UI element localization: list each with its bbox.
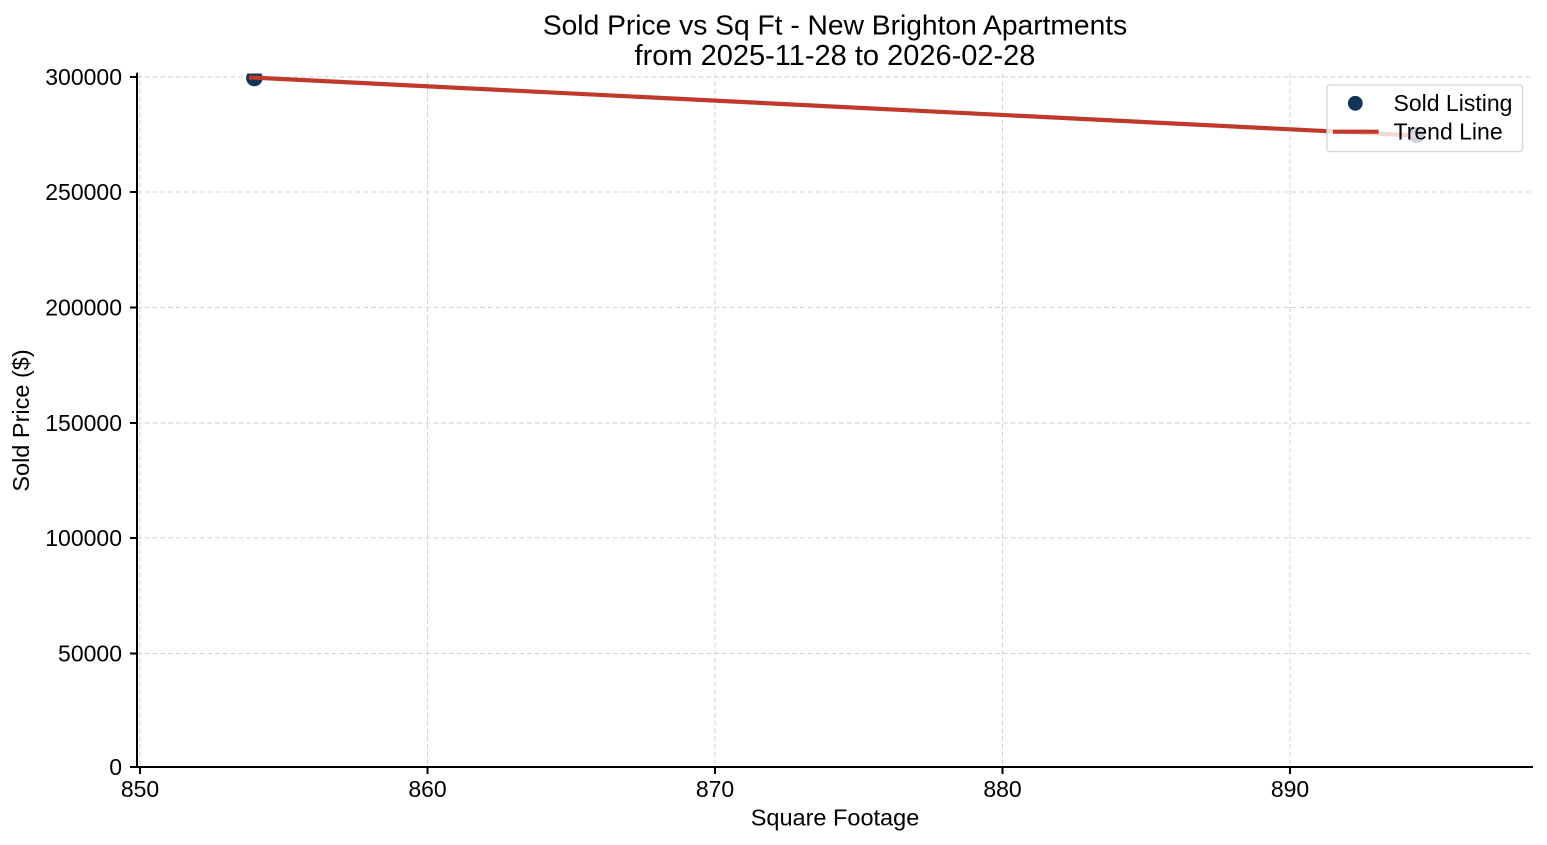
svg-text:0: 0	[109, 754, 122, 780]
svg-text:150000: 150000	[45, 410, 122, 436]
svg-text:890: 890	[1271, 776, 1309, 802]
svg-text:870: 870	[696, 776, 734, 802]
svg-text:250000: 250000	[45, 179, 122, 205]
svg-text:850: 850	[121, 776, 159, 802]
svg-text:from 2025-11-28 to 2026-02-28: from 2025-11-28 to 2026-02-28	[635, 40, 1036, 72]
svg-text:50000: 50000	[58, 641, 122, 667]
svg-text:300000: 300000	[45, 64, 122, 90]
svg-text:860: 860	[408, 776, 446, 802]
svg-text:880: 880	[983, 776, 1021, 802]
svg-text:Sold Listing: Sold Listing	[1394, 90, 1513, 116]
svg-text:Trend Line: Trend Line	[1394, 119, 1503, 145]
svg-text:Sold Price ($): Sold Price ($)	[8, 349, 34, 491]
svg-text:100000: 100000	[45, 525, 122, 551]
svg-text:Square Footage: Square Footage	[751, 804, 920, 830]
svg-text:Sold Price vs Sq Ft - New Brig: Sold Price vs Sq Ft - New Brighton Apart…	[543, 9, 1127, 41]
svg-text:200000: 200000	[45, 295, 122, 321]
